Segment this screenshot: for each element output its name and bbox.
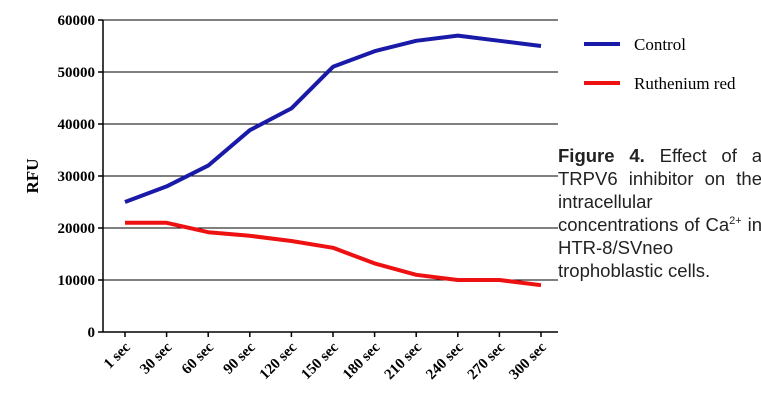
figure-caption: Figure 4. Effect of a TRPV6 inhibitor on… [558, 144, 761, 282]
y-tick-label: 50000 [58, 65, 96, 81]
x-tick-label: 150 sec [298, 339, 342, 383]
caption-text: Effect of a TRPV6 inhibitor on the intra… [558, 145, 761, 235]
y-tick-label: 30000 [58, 169, 96, 185]
x-tick-label: 120 sec [257, 339, 301, 383]
y-tick-label: 10000 [58, 273, 96, 289]
x-tick-label: 60 sec [179, 339, 217, 377]
gridlines [103, 19, 558, 281]
caption-text-end: in HTR-8/SVneo trophoblastic cells. [558, 214, 761, 281]
y-tick-label: 40000 [58, 117, 96, 133]
x-tick-label: 180 sec [340, 339, 384, 383]
x-tick-label: 90 sec [221, 339, 259, 377]
series-line-0 [124, 33, 542, 204]
legend-label-1: Ruthenium red [634, 74, 736, 93]
series-lines [124, 33, 542, 288]
y-tick-label: 20000 [58, 221, 96, 237]
caption-superscript: 2+ [729, 214, 742, 227]
x-tick-label: 240 sec [423, 339, 467, 383]
y-tick-label: 60000 [58, 13, 96, 29]
x-tick-label: 30 sec [137, 339, 175, 377]
x-tick-label: 1 sec [101, 339, 134, 372]
caption-lead: Figure 4. [558, 145, 645, 166]
axes [98, 19, 558, 337]
legend-label-0: Control [634, 35, 686, 54]
y-axis-label: RFU [23, 159, 42, 194]
x-tick-label: 210 sec [382, 339, 426, 383]
legend: Control Ruthenium red [584, 35, 736, 93]
x-tick-label: 300 sec [506, 339, 550, 383]
y-tick-label: 0 [88, 325, 96, 341]
series-line-1 [125, 220, 542, 288]
x-tick-label: 270 sec [465, 339, 509, 383]
